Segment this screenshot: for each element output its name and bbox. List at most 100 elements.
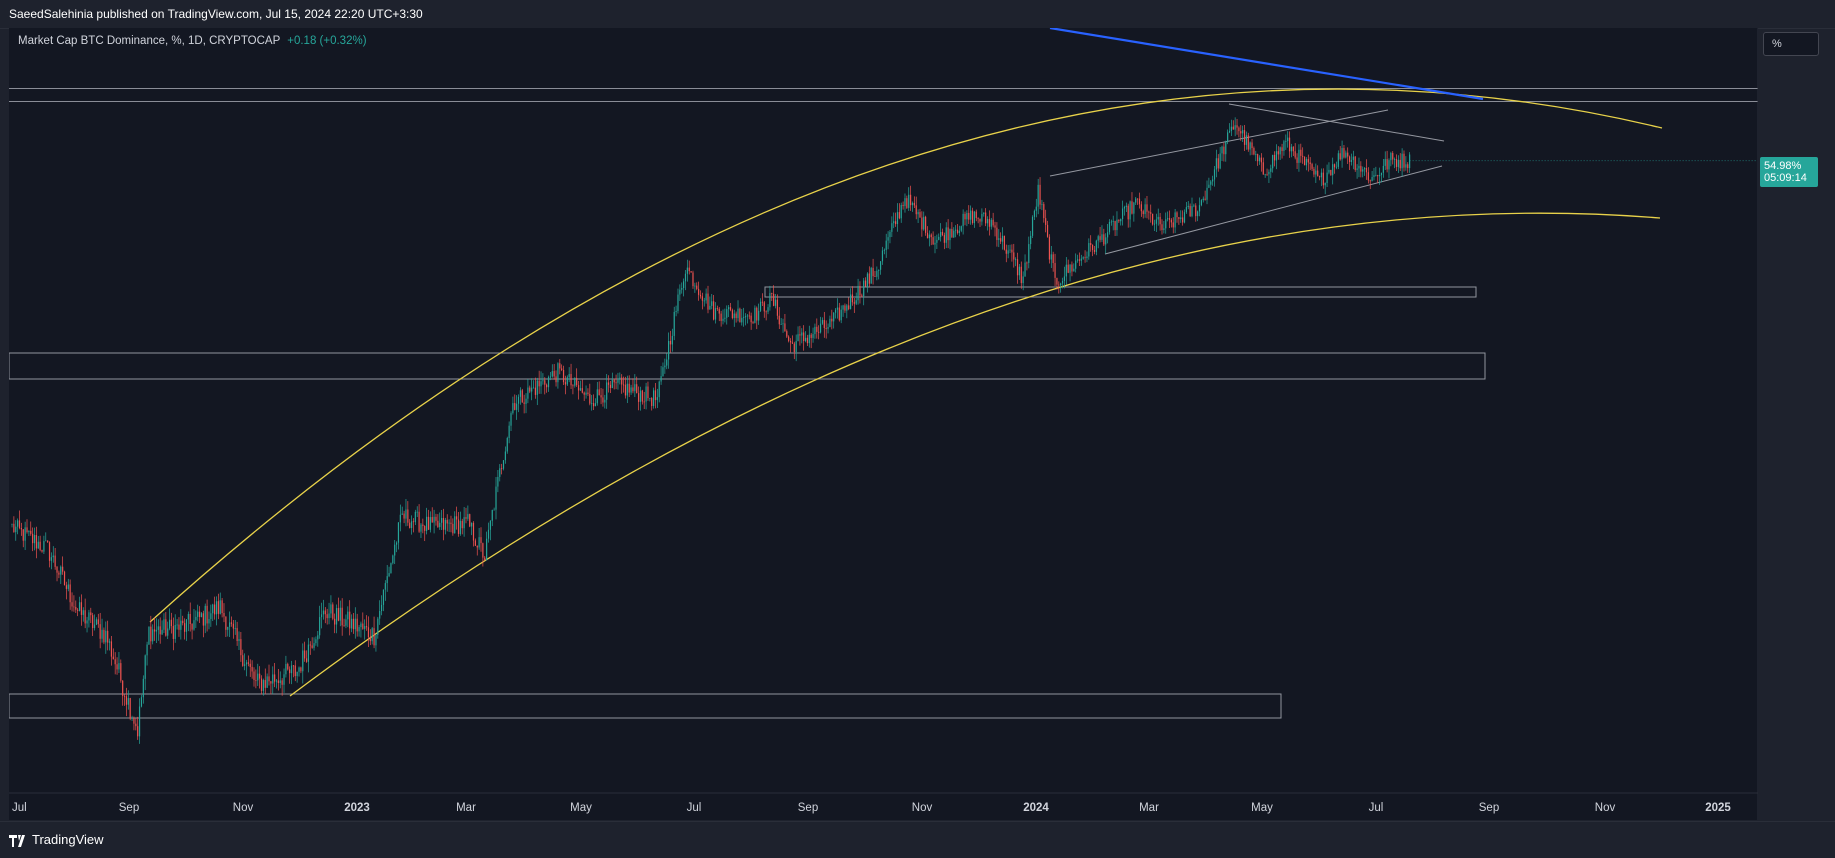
candle bbox=[1030, 230, 1032, 250]
candle-body bbox=[150, 626, 152, 642]
candle bbox=[1266, 168, 1268, 176]
range-box-48[interactable] bbox=[9, 352, 1486, 380]
candle-body bbox=[508, 425, 510, 439]
candle-body bbox=[1082, 257, 1084, 259]
time-tick-label: May bbox=[1251, 802, 1273, 814]
channel-top-2[interactable] bbox=[1228, 103, 1445, 142]
candle bbox=[664, 358, 666, 374]
candle-body bbox=[673, 311, 675, 336]
blue-trendline[interactable] bbox=[1049, 28, 1484, 101]
candle bbox=[1073, 263, 1075, 272]
candle-body bbox=[1015, 259, 1017, 261]
candle-body bbox=[309, 644, 311, 646]
candle-body bbox=[380, 604, 383, 612]
candle bbox=[938, 233, 940, 241]
chart-canvas[interactable]: 57.00%56.00%55.00%54.00%53.00%52.00%51.0… bbox=[9, 28, 1758, 820]
candle-body bbox=[649, 398, 651, 399]
candle-body bbox=[62, 566, 64, 572]
candle bbox=[159, 617, 161, 644]
candle bbox=[562, 365, 565, 386]
candle bbox=[1174, 208, 1176, 234]
candle-body bbox=[307, 644, 310, 662]
channel-top-1[interactable] bbox=[1049, 109, 1389, 177]
candle-body bbox=[913, 202, 915, 206]
candle-body bbox=[786, 331, 788, 337]
chart-pane[interactable]: 57.00%56.00%55.00%54.00%53.00%52.00%51.0… bbox=[9, 28, 1758, 820]
candle-body bbox=[765, 311, 767, 313]
candle bbox=[934, 236, 936, 254]
candle-body bbox=[716, 308, 718, 309]
candle-body bbox=[838, 307, 840, 321]
candle-body bbox=[388, 573, 390, 577]
range-box-39[interactable] bbox=[9, 693, 1282, 719]
candle bbox=[510, 411, 512, 431]
tradingview-logo[interactable]: TradingView bbox=[9, 832, 104, 847]
candle-body bbox=[429, 517, 431, 530]
range-box-51[interactable] bbox=[764, 286, 1477, 298]
candle-body bbox=[1238, 127, 1240, 132]
candle-body bbox=[1341, 148, 1343, 160]
candle bbox=[1245, 131, 1248, 150]
candle-body bbox=[52, 555, 54, 558]
candle-body bbox=[626, 383, 628, 396]
candle-body bbox=[1392, 153, 1394, 160]
candle-body bbox=[1157, 216, 1159, 220]
candle-body bbox=[146, 644, 148, 656]
candle-body bbox=[1296, 157, 1298, 163]
candle-body bbox=[840, 309, 842, 321]
candle bbox=[671, 328, 673, 352]
candle-body bbox=[851, 294, 854, 303]
candle bbox=[1380, 172, 1383, 183]
channel-bottom-1[interactable] bbox=[1104, 165, 1443, 255]
candle-body bbox=[523, 402, 525, 404]
candle bbox=[63, 570, 66, 586]
candle bbox=[986, 216, 989, 231]
candle bbox=[356, 613, 358, 637]
candle-body bbox=[724, 317, 726, 319]
candle bbox=[472, 521, 475, 547]
candle bbox=[1016, 252, 1019, 284]
candle-body bbox=[1356, 168, 1358, 170]
candle bbox=[983, 212, 985, 217]
candle bbox=[902, 201, 904, 210]
candle bbox=[461, 518, 463, 535]
candle bbox=[1157, 208, 1159, 226]
curve-lower[interactable] bbox=[289, 212, 1661, 697]
candle bbox=[990, 217, 992, 230]
candle bbox=[1018, 264, 1021, 280]
candle-body bbox=[1377, 175, 1379, 177]
candle-body bbox=[144, 655, 146, 679]
candle bbox=[30, 521, 32, 536]
candle-body bbox=[1091, 244, 1094, 250]
candle bbox=[379, 600, 381, 625]
candle bbox=[932, 231, 934, 245]
candle-body bbox=[420, 524, 422, 532]
candle-body bbox=[758, 310, 760, 321]
candle-body bbox=[1152, 213, 1154, 225]
candle-body bbox=[1187, 205, 1189, 208]
candle bbox=[634, 374, 636, 398]
percent-scale-button[interactable]: % bbox=[1763, 32, 1819, 56]
candle-body bbox=[1403, 153, 1405, 168]
curve-upper[interactable] bbox=[149, 88, 1663, 623]
candle bbox=[611, 372, 613, 389]
symbol-legend[interactable]: Market Cap BTC Dominance, %, 1D, CRYPTOC… bbox=[18, 35, 367, 47]
candle bbox=[13, 516, 15, 533]
candle bbox=[900, 202, 902, 223]
candle bbox=[54, 548, 56, 570]
candle-body bbox=[774, 299, 777, 306]
candle-body bbox=[960, 226, 962, 231]
candle-body bbox=[1343, 148, 1345, 158]
candle bbox=[58, 570, 60, 579]
candle bbox=[838, 302, 840, 322]
candle bbox=[632, 378, 634, 394]
candle bbox=[677, 288, 679, 314]
candle-body bbox=[313, 643, 315, 648]
candle bbox=[898, 203, 900, 220]
candle bbox=[82, 607, 84, 622]
candle bbox=[602, 388, 604, 407]
candle bbox=[206, 599, 208, 632]
candle bbox=[857, 278, 859, 305]
time-axis[interactable]: Jul Sep Nov 2023 Mar May Jul Sep Nov 2024 Mar May Ju… bbox=[9, 792, 1758, 814]
candle-body bbox=[750, 315, 752, 323]
